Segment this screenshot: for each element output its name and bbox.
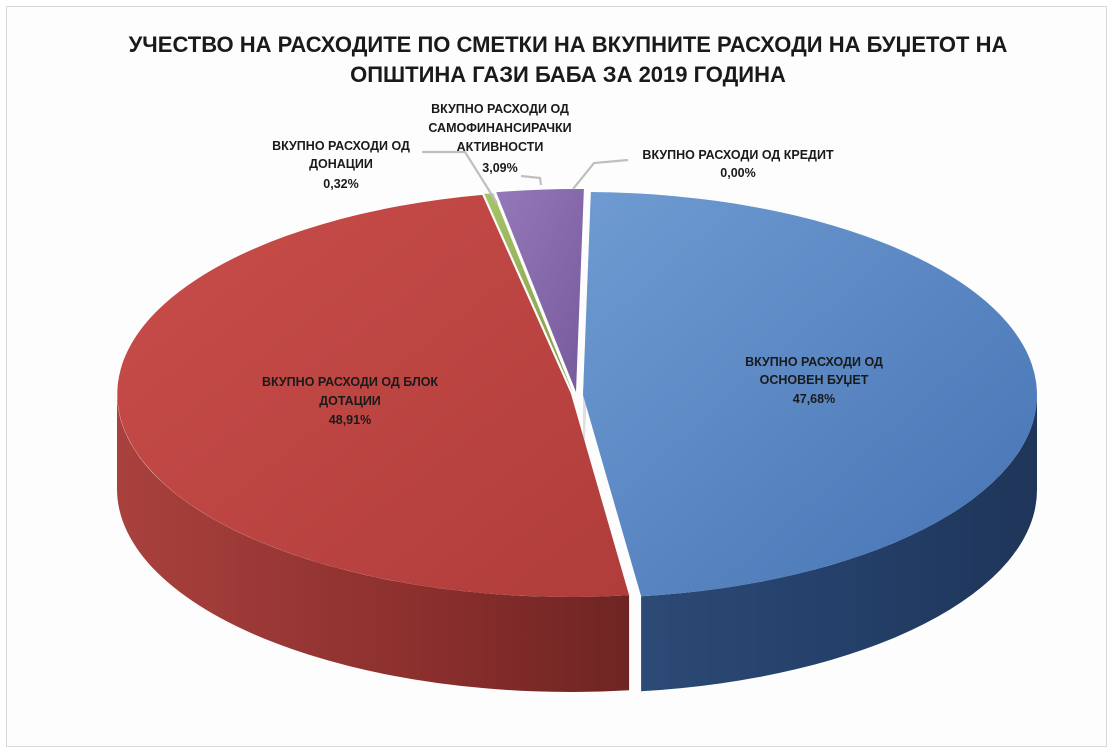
pie-slice-top (583, 192, 1037, 597)
leader-line-donacii (422, 150, 498, 204)
slice-label-line: ДОНАЦИИ (309, 157, 373, 171)
leader-line-samofinansirachki (520, 174, 543, 186)
data-label-samofinansirachki: ВКУПНО РАСХОДИ ОД САМОФИНАНСИРАЧКИ АКТИВ… (428, 102, 571, 175)
pie-slice-donacii (484, 193, 573, 393)
slice-label-line: ВКУПНО РАСХОДИ ОД КРЕДИТ (642, 148, 834, 162)
slice-label-line: ВКУПНО РАСХОДИ ОД (745, 355, 883, 369)
slice-value-label: 48,91% (329, 413, 371, 427)
pie-slice-osnoven-budzet (583, 192, 1037, 692)
pie-slice-top (484, 193, 573, 393)
pie-slice-side (641, 395, 1037, 692)
slice-value-label: 0,00% (720, 166, 755, 180)
slice-label-line: САМОФИНАНСИРАЧКИ (428, 121, 571, 135)
pie-slice-side (117, 394, 630, 692)
slice-label-line: ВКУПНО РАСХОДИ ОД (272, 139, 410, 153)
data-label-blok-dotacii: ВКУПНО РАСХОДИ ОД БЛОК ДОТАЦИИ 48,91% (262, 375, 438, 427)
data-label-donacii: ВКУПНО РАСХОДИ ОД ДОНАЦИИ 0,32% (272, 139, 410, 191)
slice-value-label: 47,68% (793, 392, 835, 406)
pie-slice-top (496, 188, 584, 392)
chart-title-line-1: УЧЕСТВО НА РАСХОДИТЕ ПО СМЕТКИ НА ВКУПНИ… (129, 32, 1008, 57)
pie-slice-samofinansirachki-aktivnosti (496, 188, 584, 392)
slice-value-label: 0,32% (323, 177, 358, 191)
data-label-kredit: ВКУПНО РАСХОДИ ОД КРЕДИТ 0,00% (642, 148, 834, 180)
slice-label-line: ДОТАЦИИ (319, 394, 381, 408)
chart-title-line-2: ОПШТИНА ГАЗИ БАБА ЗА 2019 ГОДИНА (350, 62, 786, 87)
slice-label-line: ВКУПНО РАСХОДИ ОД БЛОК (262, 375, 438, 389)
pie-slice-top (117, 194, 630, 597)
pie-slice-blok-dotacii (117, 194, 630, 692)
data-label-osnoven-budzet: ВКУПНО РАСХОДИ ОД ОСНОВЕН БУЏЕТ 47,68% (745, 355, 883, 406)
leader-line-kredit (572, 158, 629, 190)
slice-label-line: ОСНОВЕН БУЏЕТ (760, 373, 869, 387)
slice-label-line: АКТИВНОСТИ (457, 140, 544, 154)
slice-value-label: 3,09% (482, 161, 517, 175)
slice-label-line: ВКУПНО РАСХОДИ ОД (431, 102, 569, 116)
